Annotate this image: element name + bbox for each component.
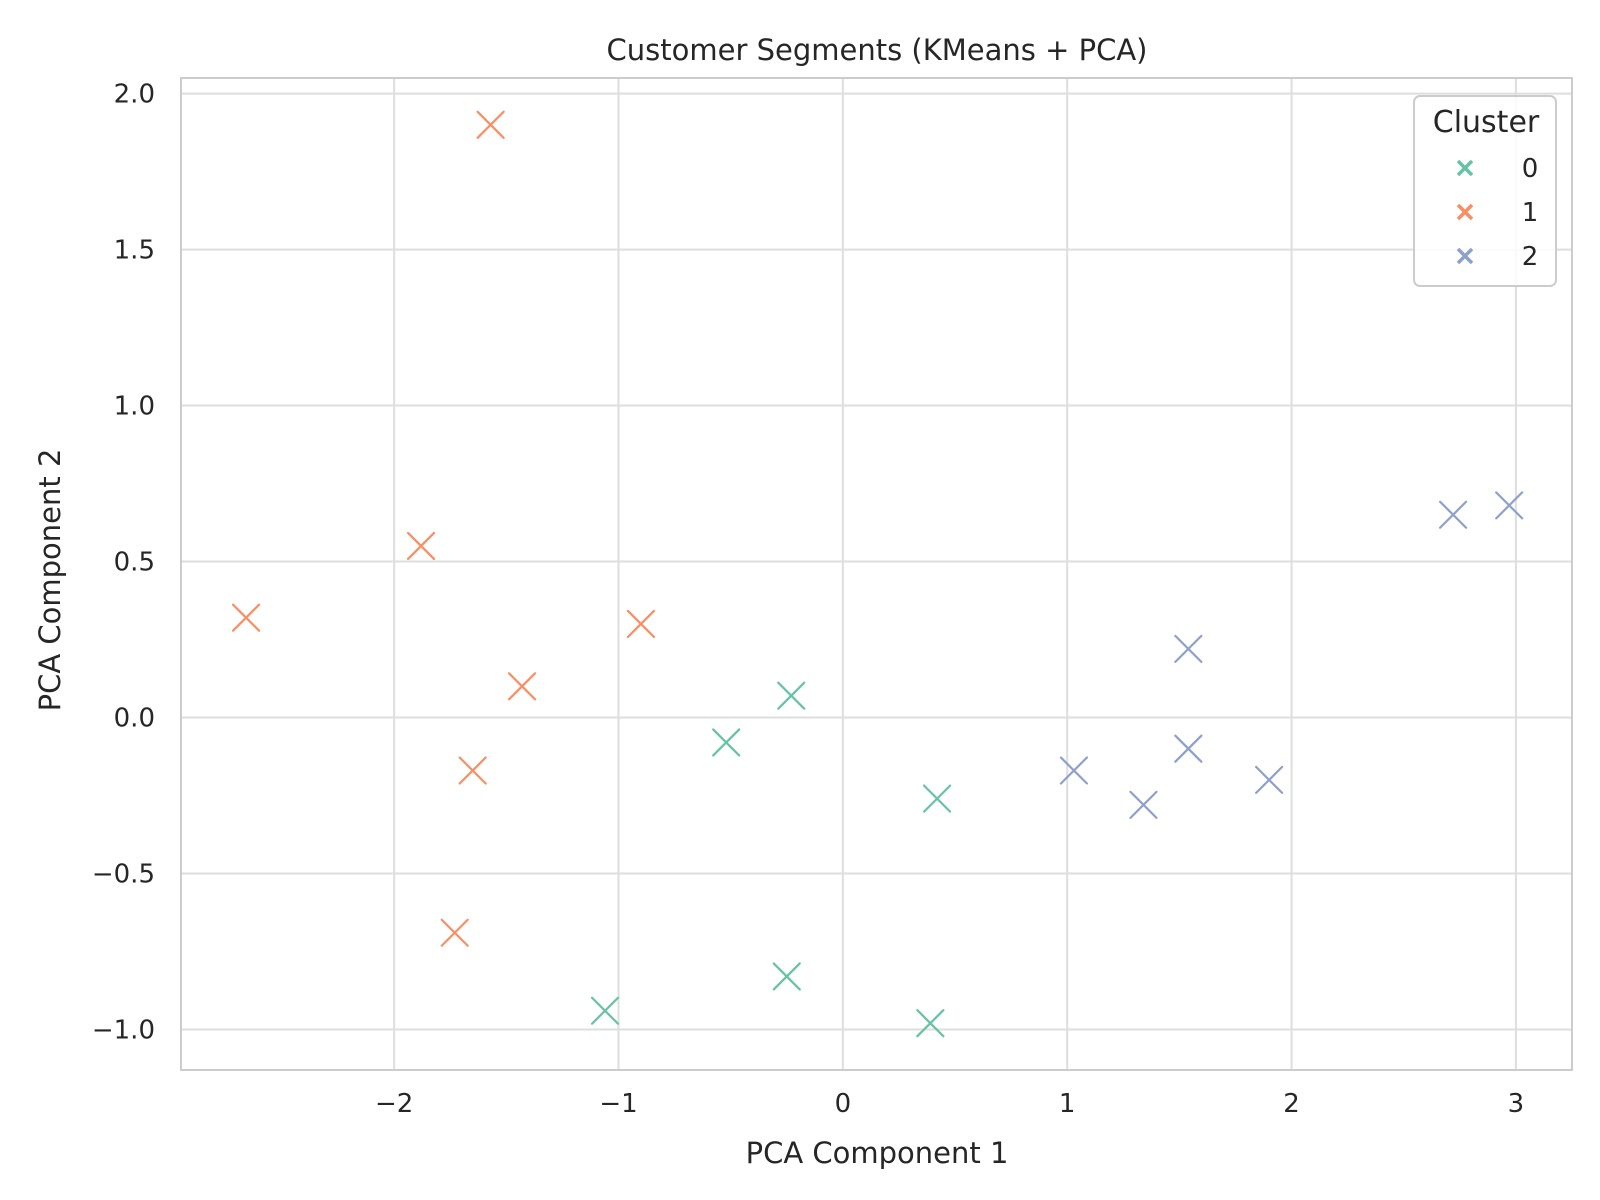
marker-stroke <box>507 672 537 701</box>
marker-stroke <box>916 1009 945 1038</box>
marker-stroke <box>476 110 505 139</box>
marker-stroke <box>1255 765 1284 794</box>
data-point-cluster-2 <box>1059 756 1089 785</box>
data-point-cluster-1 <box>406 531 436 561</box>
x-tick-label: 2 <box>1283 1089 1300 1119</box>
x-tick-labels: −2 −1 0 1 2 3 <box>375 1089 1524 1119</box>
marker-stroke <box>1174 734 1203 763</box>
x-tick-label: −1 <box>599 1089 637 1119</box>
y-tick-label: −0.5 <box>92 859 155 889</box>
legend-marker <box>1456 159 1474 177</box>
marker-stroke <box>1059 756 1089 785</box>
data-point-cluster-1 <box>507 672 537 701</box>
legend-marker <box>1456 203 1474 221</box>
marker-stroke <box>440 918 469 947</box>
y-tick-label: 1.0 <box>114 392 155 422</box>
marker-stroke <box>590 996 620 1025</box>
legend-marker <box>1456 247 1474 265</box>
plot-area-frame <box>180 77 1573 1071</box>
x-tick-label: −2 <box>375 1089 413 1119</box>
x-tick-label: 1 <box>1059 1089 1076 1119</box>
marker-stroke <box>1495 491 1524 520</box>
data-point-cluster-0 <box>712 728 741 757</box>
marker-stroke <box>1129 790 1158 819</box>
legend-label: 0 <box>1522 154 1539 184</box>
data-points <box>231 110 1524 1038</box>
data-point-cluster-1 <box>476 110 505 139</box>
data-point-cluster-1 <box>626 609 656 639</box>
chart-title: Customer Segments (KMeans + PCA) <box>607 33 1148 67</box>
marker-stroke <box>712 728 741 757</box>
legend-label: 2 <box>1522 242 1539 272</box>
marker-stroke <box>406 531 436 561</box>
marker-stroke <box>777 681 806 710</box>
data-point-cluster-2 <box>1495 491 1524 520</box>
y-axis-label: PCA Component 2 <box>33 449 67 712</box>
data-point-cluster-0 <box>916 1009 945 1038</box>
y-tick-labels: −1.0 −0.5 0.0 0.5 1.0 1.5 2.0 <box>92 80 155 1046</box>
x-tick-label: 3 <box>1508 1089 1525 1119</box>
data-point-cluster-1 <box>440 918 469 947</box>
y-tick-label: 1.5 <box>114 236 155 266</box>
legend-item-cluster-1: 1 <box>1456 198 1539 228</box>
data-point-cluster-0 <box>922 784 952 813</box>
y-tick-label: 2.0 <box>114 80 155 110</box>
marker-stroke <box>231 603 261 632</box>
data-point-cluster-2 <box>1174 634 1203 663</box>
data-point-cluster-1 <box>231 603 261 632</box>
x-axis-label: PCA Component 1 <box>746 1136 1009 1170</box>
marker-stroke <box>772 962 801 991</box>
y-tick-label: 0.0 <box>114 703 155 733</box>
marker-stroke <box>1174 634 1203 663</box>
marker-stroke <box>458 756 487 785</box>
y-tick-label: −1.0 <box>92 1015 155 1045</box>
y-tick-label: 0.5 <box>114 548 155 578</box>
data-point-cluster-2 <box>1129 790 1158 819</box>
marker-stroke <box>626 609 656 639</box>
legend-item-cluster-2: 2 <box>1456 242 1539 272</box>
legend: Cluster 0 1 2 <box>1413 95 1557 287</box>
legend-title: Cluster <box>1433 105 1540 140</box>
data-point-cluster-2 <box>1438 500 1468 529</box>
legend-items: 0 1 2 <box>1456 154 1539 272</box>
data-point-cluster-1 <box>458 756 487 785</box>
marker-stroke <box>922 784 952 813</box>
legend-item-cluster-0: 0 <box>1456 154 1539 184</box>
data-point-cluster-2 <box>1255 765 1284 794</box>
data-point-cluster-0 <box>772 962 801 991</box>
data-point-cluster-0 <box>590 996 620 1025</box>
legend-box <box>1413 95 1557 287</box>
data-point-cluster-2 <box>1174 734 1203 763</box>
marker-stroke <box>1438 500 1468 529</box>
data-point-cluster-0 <box>777 681 806 710</box>
legend-label: 1 <box>1522 198 1539 228</box>
x-tick-label: 0 <box>835 1089 852 1119</box>
